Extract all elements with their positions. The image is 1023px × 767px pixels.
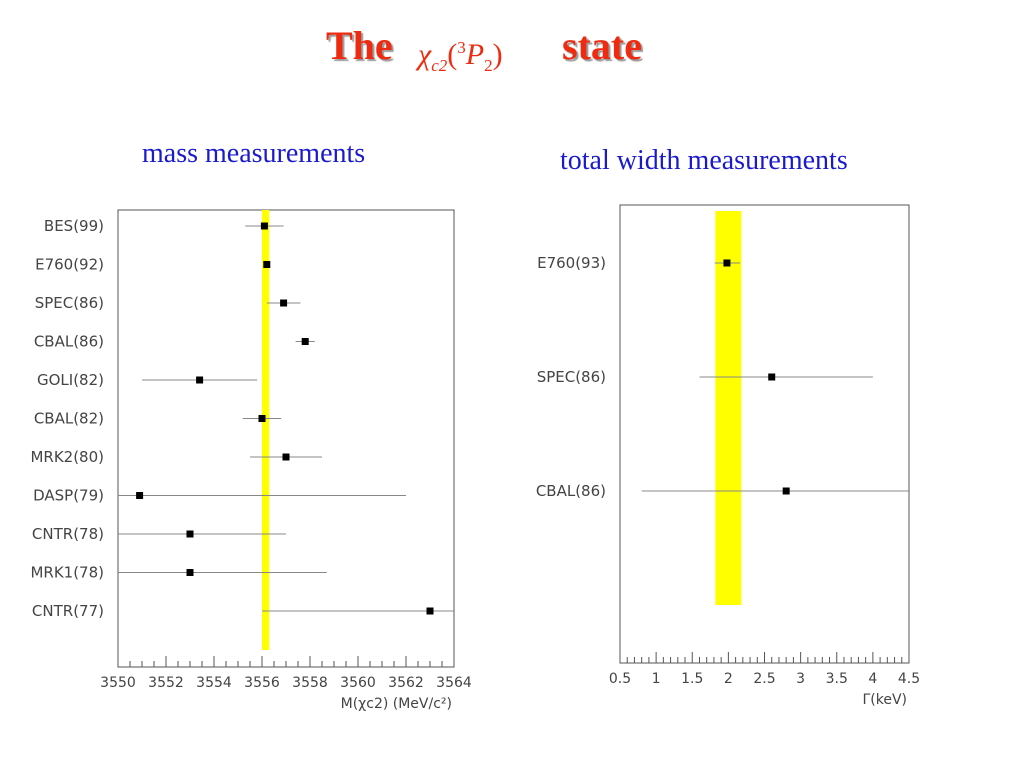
width-row-label: SPEC(86) [537,368,606,386]
mass-row-label: CBAL(82) [34,410,104,428]
formula-open-paren: ( [447,38,458,71]
mass-data-point [186,569,194,576]
width-data-point [782,487,790,495]
width-tick-label: 2 [724,671,733,687]
mass-row-label: GOLI(82) [37,371,104,389]
mass-data-point [263,261,271,268]
formula-close-paren: ) [492,38,503,71]
spin-superscript: 3 [457,38,466,57]
width-chart-subtitle: total width measurements [560,145,848,176]
p-symbol: P [465,38,485,71]
mass-tick-label: 3562 [388,675,424,691]
mass-data-point [282,453,290,461]
width-row-label: CBAL(86) [536,482,606,500]
mass-average-band [262,210,270,650]
width-tick-label: 2.5 [753,671,775,687]
mass-tick-label: 3560 [340,675,376,691]
mass-data-point [280,299,288,307]
mass-row-label: DASP(79) [33,487,104,505]
title-suffix: state [562,23,642,68]
mass-chart: 3550 3552 3554 3556 3558 3560 3562 3564 M(χc2) (… [30,209,472,712]
mass-chart-subtitle: mass measurements [142,138,366,169]
mass-frame [117,209,455,668]
mass-row-label: CNTR(77) [32,602,104,620]
mass-tick-label: 3550 [100,675,136,691]
width-tick-label: 4 [868,671,877,687]
mass-row-label: SPEC(86) [35,294,104,312]
mass-tick-label: 3552 [148,675,184,691]
width-tick-label: 1 [652,671,661,687]
mass-data-point [258,415,266,422]
width-tick-label: 3.5 [826,671,848,687]
mass-data-point [196,376,204,384]
mass-axis-label: M(χc2) (MeV/c²) [341,696,452,712]
width-tick-label: 4.5 [898,671,920,687]
width-data-point [723,259,731,267]
mass-row-label: MRK2(80) [30,448,104,466]
p-subscript: 2 [484,56,493,75]
mass-row-label: MRK1(78) [30,564,104,582]
mass-tick-label: 3554 [196,675,232,691]
mass-row-label: CBAL(86) [34,333,104,351]
width-tick-label: 1.5 [681,671,703,687]
width-axis-label: Γ(keV) [862,692,907,708]
width-average-band [715,211,742,605]
width-tick-label: 3 [796,671,805,687]
mass-row-label: CNTR(78) [32,525,104,543]
mass-row-label: E760(92) [35,256,104,274]
width-frame [619,204,910,664]
title-formula: χc2(3P2) [418,28,503,86]
slide-title: The χc2(3P2) state [0,22,1023,82]
width-chart: 0.5 1 1.5 2 2.5 3 3.5 4 4.5 Γ(keV) E760(93) SPEC(86… [536,204,920,708]
mass-data-point [186,530,194,538]
mass-data-point [260,222,268,230]
mass-data-point [136,492,144,499]
width-tick-label: 0.5 [609,671,631,687]
width-row-label: E760(93) [537,254,606,272]
chi-symbol: χ [418,38,432,71]
chi-subscript: c2 [431,56,448,75]
title-prefix: The [326,23,393,68]
mass-data-point [426,607,434,615]
mass-tick-label: 3564 [436,675,472,691]
mass-data-point [301,338,309,345]
width-data-point [768,373,776,381]
mass-tick-label: 3558 [292,675,328,691]
mass-tick-label: 3556 [244,675,280,691]
mass-row-label: BES(99) [44,217,104,235]
